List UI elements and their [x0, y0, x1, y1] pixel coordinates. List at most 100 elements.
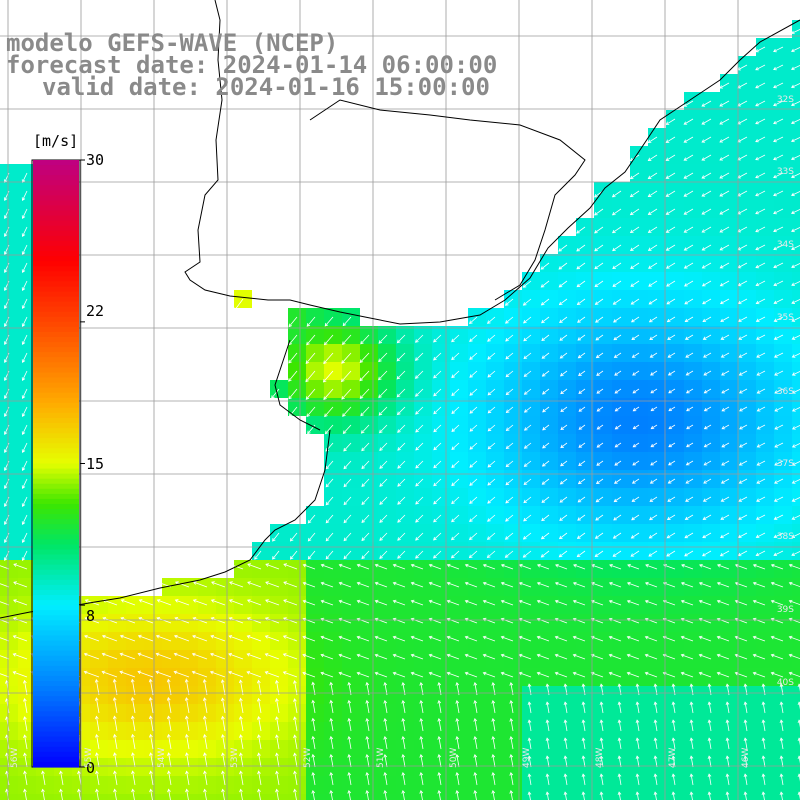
wind-arrow-head	[773, 552, 778, 557]
wind-arrow	[681, 654, 694, 660]
wind-arrow-head	[275, 679, 279, 684]
wind-arrow	[283, 617, 298, 624]
wind-arrow	[411, 654, 424, 660]
wind-arrow-head	[770, 653, 775, 658]
colorbar-tick-0: 0	[86, 759, 96, 777]
wind-arrow	[613, 298, 622, 305]
wind-arrow	[22, 496, 28, 507]
wind-arrow	[22, 298, 28, 309]
lon-label: 55W	[84, 747, 94, 768]
wind-arrow-head	[95, 733, 99, 738]
wind-arrow	[324, 334, 334, 345]
wind-arrow-head	[613, 480, 618, 484]
wind-arrow	[798, 702, 800, 710]
wind-arrow-head	[719, 193, 724, 197]
wind-arrow-head	[560, 444, 564, 449]
wind-arrow-head	[113, 733, 117, 738]
wind-arrow	[393, 654, 406, 660]
wind-arrow-head	[632, 425, 637, 430]
wind-arrow-head	[487, 374, 492, 378]
colorbar-segment	[33, 498, 79, 505]
wind-arrow	[684, 532, 694, 539]
wind-arrow	[578, 352, 586, 359]
wind-arrow	[397, 334, 406, 343]
wind-arrow	[433, 532, 442, 541]
wind-arrow	[229, 599, 244, 606]
wind-arrow	[149, 679, 154, 696]
wind-arrow	[668, 442, 676, 448]
wind-arrow-head	[685, 372, 690, 376]
wind-arrow-head	[415, 519, 419, 523]
colorbar-segment	[33, 655, 79, 662]
wind-arrow	[379, 550, 388, 559]
wind-arrow	[791, 227, 800, 232]
wind-arrow	[771, 618, 784, 624]
wind-arrow-head	[671, 755, 676, 760]
wind-cell	[126, 794, 144, 800]
wind-arrow-head	[289, 555, 294, 560]
wind-arrow	[738, 550, 748, 556]
wind-arrow-head	[307, 555, 312, 560]
wind-arrow	[721, 496, 730, 502]
wind-arrow-head	[522, 284, 527, 288]
wind-arrow	[594, 244, 604, 252]
wind-arrow-head	[773, 66, 777, 71]
wind-arrow-head	[347, 735, 352, 740]
wind-arrow	[667, 352, 676, 358]
wind-cell	[216, 794, 234, 800]
wind-arrow-head	[614, 408, 619, 412]
wind-arrow-head	[683, 247, 688, 251]
wind-arrow	[704, 406, 712, 412]
colorbar-segment	[33, 645, 79, 652]
wind-arrow	[701, 154, 712, 161]
wind-arrow-head	[650, 372, 654, 376]
wind-arrow	[150, 752, 154, 768]
wind-arrow-head	[3, 359, 8, 364]
wind-arrow	[420, 754, 424, 768]
colorbar-segment	[33, 235, 79, 242]
wind-arrow	[614, 496, 622, 502]
wind-arrow	[487, 388, 496, 396]
wind-arrow-head	[608, 653, 613, 658]
wind-arrow-head	[649, 498, 654, 502]
colorbar-segment	[33, 473, 79, 480]
wind-arrow	[258, 789, 261, 800]
wind-arrow	[258, 753, 262, 768]
wind-arrow-head	[542, 408, 546, 413]
wind-arrow-head	[683, 139, 688, 143]
colorbar-segment	[33, 200, 79, 207]
wind-arrow-head	[653, 755, 658, 760]
wind-arrow	[755, 280, 766, 286]
wind-arrow	[756, 334, 766, 340]
wind-arrow	[702, 298, 712, 305]
wind-arrow	[596, 460, 604, 466]
wind-arrow	[577, 334, 586, 341]
wind-arrow	[451, 478, 460, 486]
wind-arrow-head	[12, 635, 17, 639]
wind-arrow	[447, 582, 460, 588]
wind-cell	[54, 794, 72, 800]
wind-arrow-head	[3, 269, 8, 274]
wind-arrow-head	[542, 426, 546, 431]
wind-arrow	[755, 208, 766, 215]
wind-arrow	[737, 244, 748, 251]
wind-arrow	[222, 716, 226, 732]
wind-arrow-head	[257, 697, 261, 702]
wind-arrow-head	[361, 537, 366, 542]
wind-arrow-head	[773, 48, 777, 53]
wind-arrow	[343, 532, 352, 541]
wind-arrow-head	[341, 360, 345, 364]
wind-arrow-head	[523, 409, 528, 413]
wind-arrow-head	[3, 377, 8, 382]
wind-arrow-head	[683, 193, 688, 197]
wind-arrow-head	[558, 301, 563, 306]
wind-arrow	[686, 370, 694, 376]
wind-arrow	[542, 406, 550, 413]
wind-arrow	[791, 137, 800, 142]
wind-arrow-head	[347, 699, 352, 704]
wind-arrow	[393, 600, 406, 606]
wind-arrow	[483, 618, 496, 624]
wind-arrow	[564, 774, 568, 786]
wind-arrow-head	[626, 635, 631, 640]
wind-arrow-head	[684, 553, 688, 557]
